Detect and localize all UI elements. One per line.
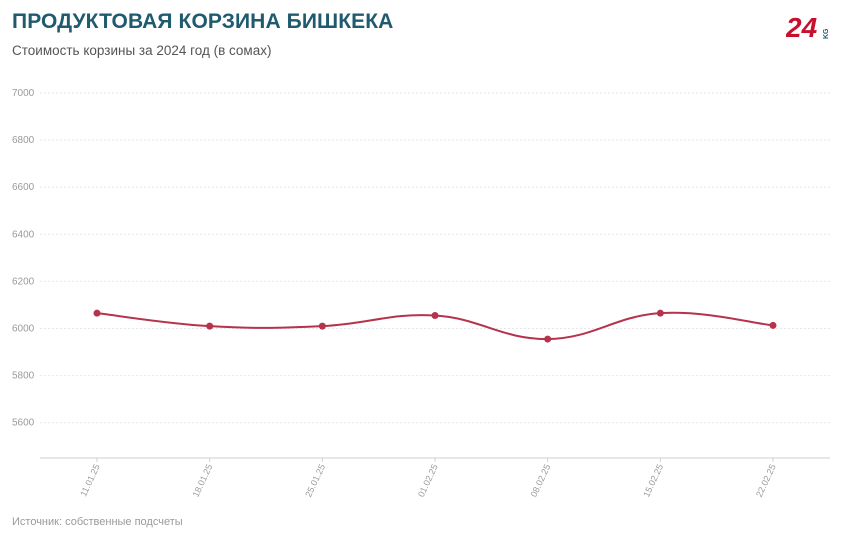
- x-tick-label: 08.02.25: [529, 463, 553, 499]
- data-point: [318, 322, 326, 330]
- x-tick-label: 22.02.25: [754, 463, 778, 499]
- y-axis-labels: 5600 5800 6000 6200 6400 6600 6800 7000: [12, 88, 35, 429]
- y-tick-label: 5800: [12, 371, 35, 382]
- data-point: [544, 335, 552, 343]
- y-tick-label: 7000: [12, 88, 35, 99]
- x-tick-label: 25.01.25: [303, 463, 327, 499]
- chart-title: ПРОДУКТОВАЯ КОРЗИНА БИШКЕКА: [12, 10, 394, 33]
- data-point: [769, 321, 777, 329]
- chart-subtitle: Стоимость корзины за 2024 год (в сомах): [12, 43, 272, 58]
- y-tick-label: 6400: [12, 229, 35, 240]
- grid-lines: [40, 92, 830, 424]
- y-tick-label: 6200: [12, 276, 35, 287]
- x-tick-label: 11.01.25: [78, 463, 102, 498]
- x-axis-labels: 11.01.25 18.01.25 25.01.25 01.02.25 08.02.25…: [78, 458, 778, 499]
- y-tick-label: 6600: [12, 182, 35, 193]
- data-point: [431, 312, 439, 320]
- source-note: Источник: собственные подсчеты: [12, 516, 183, 528]
- x-tick-label: 18.01.25: [191, 463, 215, 499]
- data-point: [93, 309, 101, 317]
- data-points: [93, 309, 777, 343]
- data-point: [206, 322, 214, 330]
- brand-logo: 24 KG: [786, 12, 830, 43]
- x-tick-label: 01.02.25: [416, 463, 440, 499]
- y-tick-label: 5600: [12, 418, 35, 429]
- y-tick-label: 6000: [12, 323, 35, 334]
- y-tick-label: 6800: [12, 135, 35, 146]
- x-tick-label: 15.02.25: [641, 463, 665, 499]
- logo-suffix: KG: [823, 28, 830, 39]
- logo-number: 24: [786, 12, 818, 43]
- data-point: [656, 309, 664, 317]
